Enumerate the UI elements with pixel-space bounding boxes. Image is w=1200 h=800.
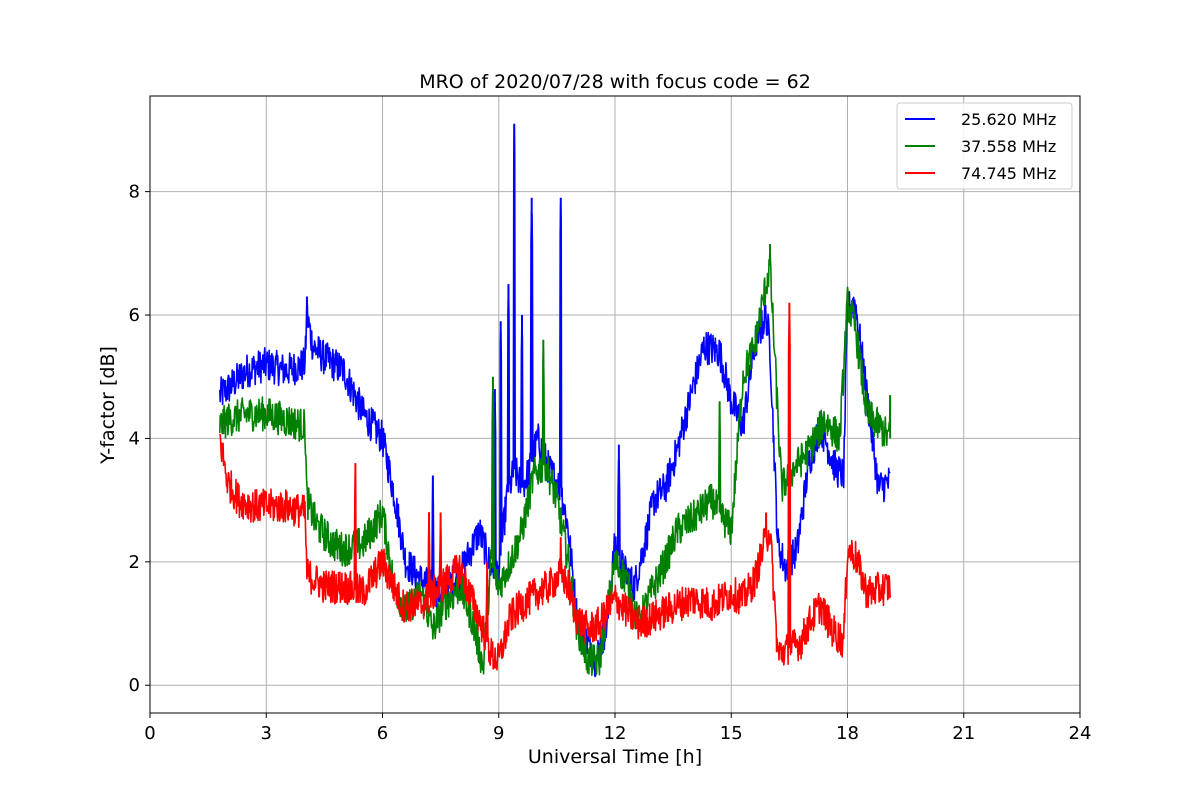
x-tick-label: 18 (836, 723, 859, 744)
series-line (219, 314, 891, 671)
x-axis-label: Universal Time [h] (528, 746, 702, 768)
chart-title: MRO of 2020/07/28 with focus code = 62 (419, 71, 811, 93)
x-tick-label: 3 (261, 723, 272, 744)
y-axis-label: Y-factor [dB] (97, 346, 119, 465)
y-tick-label: 4 (129, 428, 140, 449)
series-3 (219, 302, 891, 671)
y-tick-label: 0 (129, 675, 140, 696)
x-tick-label: 9 (493, 723, 504, 744)
x-tick-label: 0 (144, 723, 155, 744)
x-tick-label: 6 (377, 723, 388, 744)
x-tick-label: 15 (720, 723, 743, 744)
legend-label: 37.558 MHz (961, 137, 1056, 156)
x-tick-label: 12 (604, 723, 627, 744)
series-line (219, 247, 891, 676)
y-tick-label: 8 (129, 182, 140, 203)
x-tick-label: 21 (952, 723, 975, 744)
series-2 (219, 244, 892, 676)
legend-label: 25.620 MHz (961, 110, 1056, 129)
legend: 25.620 MHz 37.558 MHz 74.745 MHz (896, 102, 1073, 190)
x-tick-label: 24 (1069, 723, 1092, 744)
y-tick-label: 2 (129, 552, 140, 573)
series-layer (219, 123, 892, 678)
legend-label: 74.745 MHz (961, 164, 1056, 183)
y-tick-label: 6 (129, 305, 140, 326)
legend-box (896, 102, 1073, 190)
